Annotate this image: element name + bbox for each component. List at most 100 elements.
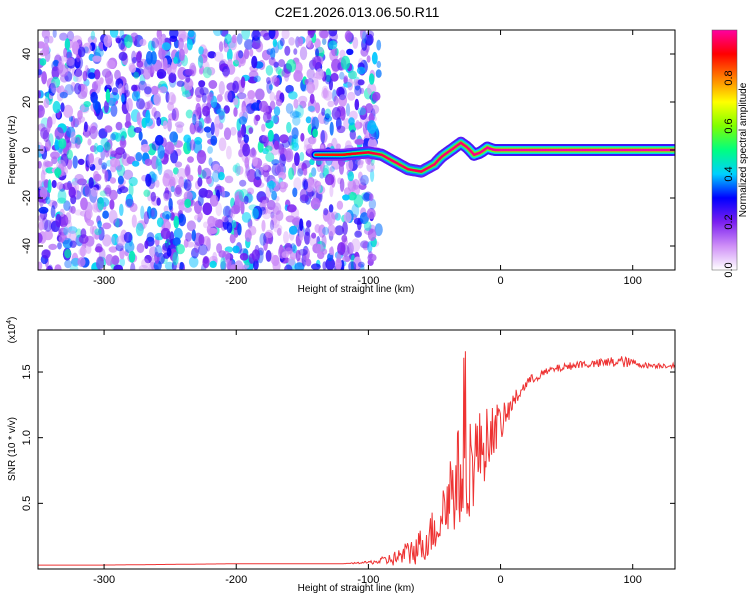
heatmap-cell: [252, 38, 262, 50]
heatmap-cell: [352, 36, 359, 49]
heatmap-cell: [341, 234, 348, 243]
heatmap-cell: [218, 41, 224, 52]
heatmap-cell: [203, 126, 212, 133]
heatmap-cell: [255, 114, 261, 122]
snr-frame: [37, 329, 676, 570]
heatmap-cell: [239, 179, 247, 187]
heatmap-cell: [109, 157, 118, 168]
heatmap-cell: [310, 197, 321, 210]
heatmap-cell: [162, 57, 168, 71]
heatmap-cell: [338, 86, 347, 101]
spectrogram-x-axis: -300 -200 -100 0 100: [93, 30, 642, 287]
heatmap-cell: [162, 211, 172, 220]
heatmap-cell: [45, 139, 51, 152]
heatmap-cell: [176, 199, 185, 206]
heatmap-cell: [222, 66, 230, 77]
heatmap-cell: [297, 168, 304, 177]
heatmap-cell: [212, 30, 223, 37]
y-tick-label: 40: [21, 48, 33, 60]
heatmap-cell: [262, 163, 269, 171]
heatmap-cell: [117, 164, 122, 171]
heatmap-cell: [82, 70, 88, 82]
heatmap-cell: [128, 183, 134, 197]
heatmap-cell: [64, 84, 74, 96]
heatmap-cell: [265, 65, 274, 76]
heatmap-cell: [55, 213, 62, 228]
heatmap-cell: [50, 205, 56, 219]
heatmap-cell: [295, 249, 301, 262]
heatmap-cell: [238, 50, 244, 59]
heatmap-cell: [343, 77, 348, 84]
heatmap-cell: [210, 121, 215, 136]
heatmap-cell: [86, 68, 91, 79]
heatmap-cell: [60, 225, 69, 233]
heatmap-cell: [186, 220, 196, 232]
heatmap-cell: [265, 229, 274, 239]
x-tick-label: 100: [624, 574, 642, 586]
heatmap-cell: [248, 127, 254, 134]
heatmap-cell: [343, 211, 352, 223]
heatmap-cell: [57, 197, 67, 204]
heatmap-cell: [207, 146, 214, 154]
heatmap-cell: [305, 35, 312, 48]
heatmap-cell: [303, 180, 309, 190]
heatmap-cell: [176, 80, 185, 87]
heatmap-cell: [153, 92, 162, 106]
heatmap-cell: [147, 40, 155, 51]
heatmap-cell: [207, 51, 217, 59]
heatmap-cell: [244, 39, 253, 50]
heatmap-cell: [208, 80, 218, 89]
heatmap-cell: [38, 180, 43, 189]
heatmap-cell: [90, 186, 99, 197]
heatmap-cell: [136, 243, 145, 254]
heatmap-cell: [232, 80, 239, 94]
heatmap-cell: [164, 141, 175, 155]
heatmap-cell: [115, 217, 120, 228]
spectrogram-x-label: Height of straight line (km): [298, 284, 415, 295]
heatmap-cell: [187, 156, 194, 163]
heatmap-cell: [278, 59, 286, 68]
heatmap-cell: [292, 187, 298, 198]
heatmap-cell: [186, 241, 195, 248]
heatmap-cell: [278, 144, 285, 156]
heatmap-cell: [251, 55, 258, 69]
heatmap-cell: [258, 100, 269, 112]
heatmap-cell: [151, 173, 158, 182]
heatmap-cell: [336, 253, 342, 264]
heatmap-cell: [80, 197, 88, 211]
heatmap-cell: [237, 130, 242, 144]
heatmap-cell: [291, 142, 299, 152]
heatmap-cell: [202, 256, 210, 269]
heatmap-cell: [275, 66, 282, 75]
heatmap-cell: [348, 70, 357, 80]
heatmap-cell: [318, 224, 326, 238]
heatmap-cell: [92, 98, 99, 111]
heatmap-cell: [371, 104, 380, 115]
y-tick-label: -20: [21, 190, 33, 206]
heatmap-cell: [155, 158, 162, 171]
heatmap-cell: [241, 100, 247, 114]
heatmap-cell: [167, 92, 176, 105]
heatmap-cell: [363, 122, 369, 129]
heatmap-cell: [60, 102, 65, 113]
heatmap-cell: [110, 235, 116, 246]
heatmap-cell: [154, 251, 160, 264]
heatmap-cell: [322, 226, 330, 236]
heatmap-cell: [358, 178, 366, 186]
heatmap-cell: [185, 75, 191, 83]
heatmap-cell: [298, 95, 308, 104]
heatmap-cell: [360, 240, 370, 249]
heatmap-cell: [173, 140, 183, 148]
heatmap-cell: [95, 45, 101, 59]
heatmap-cell: [221, 215, 229, 223]
heatmap-cell: [366, 55, 371, 63]
heatmap-cell: [57, 242, 62, 250]
heatmap-cell: [135, 222, 144, 237]
heatmap-cell: [224, 90, 233, 103]
heatmap-cell: [328, 30, 338, 37]
heatmap-cell: [299, 227, 304, 241]
heatmap-cell: [224, 33, 232, 44]
heatmap-cell: [131, 214, 137, 228]
heatmap-cell: [314, 38, 321, 49]
